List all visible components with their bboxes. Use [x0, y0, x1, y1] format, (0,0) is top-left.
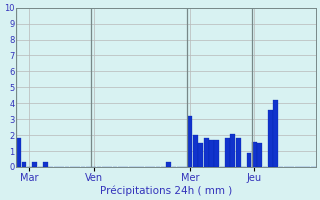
- Bar: [193, 135, 198, 167]
- Bar: [32, 162, 37, 167]
- Bar: [214, 140, 219, 167]
- Bar: [22, 162, 27, 167]
- Bar: [43, 162, 48, 167]
- Bar: [209, 140, 214, 167]
- Bar: [230, 134, 235, 167]
- Bar: [257, 143, 262, 167]
- Bar: [198, 143, 203, 167]
- Bar: [273, 100, 278, 167]
- Bar: [246, 153, 251, 167]
- Bar: [166, 162, 171, 167]
- Bar: [252, 142, 257, 167]
- Bar: [16, 138, 21, 167]
- Bar: [204, 138, 209, 167]
- Bar: [225, 138, 230, 167]
- Bar: [268, 110, 273, 167]
- Bar: [236, 138, 241, 167]
- X-axis label: Précipitations 24h ( mm ): Précipitations 24h ( mm ): [100, 185, 232, 196]
- Bar: [188, 116, 192, 167]
